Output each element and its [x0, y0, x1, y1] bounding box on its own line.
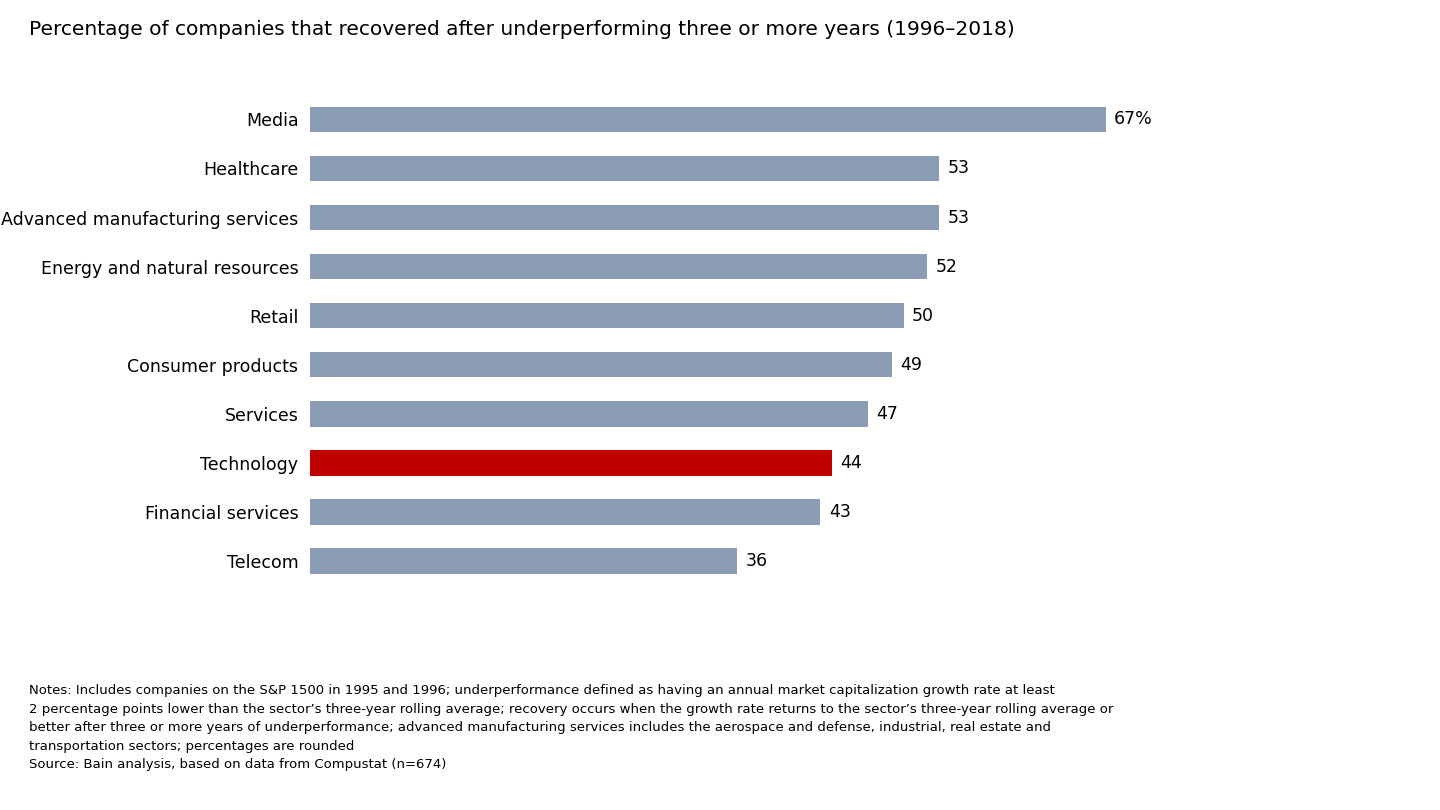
Text: Notes: Includes companies on the S&P 1500 in 1995 and 1996; underperformance def: Notes: Includes companies on the S&P 150…	[29, 684, 1113, 771]
Text: 53: 53	[948, 208, 969, 227]
Bar	[310, 107, 1106, 132]
Bar	[310, 499, 821, 525]
Text: 43: 43	[829, 503, 851, 521]
Text: 52: 52	[936, 258, 958, 275]
Text: 67%: 67%	[1115, 110, 1152, 129]
Bar	[310, 254, 927, 279]
Text: 50: 50	[912, 307, 935, 325]
Text: 53: 53	[948, 160, 969, 177]
Text: 44: 44	[841, 454, 863, 472]
Bar	[310, 450, 832, 475]
Bar	[310, 303, 904, 328]
Bar	[310, 548, 737, 573]
Bar	[310, 205, 939, 230]
Text: 47: 47	[877, 405, 899, 423]
Bar	[310, 156, 939, 181]
Bar	[310, 352, 891, 377]
Text: 49: 49	[900, 356, 922, 373]
Bar	[310, 401, 868, 427]
Text: Percentage of companies that recovered after underperforming three or more years: Percentage of companies that recovered a…	[29, 20, 1015, 39]
Text: 36: 36	[746, 552, 768, 570]
